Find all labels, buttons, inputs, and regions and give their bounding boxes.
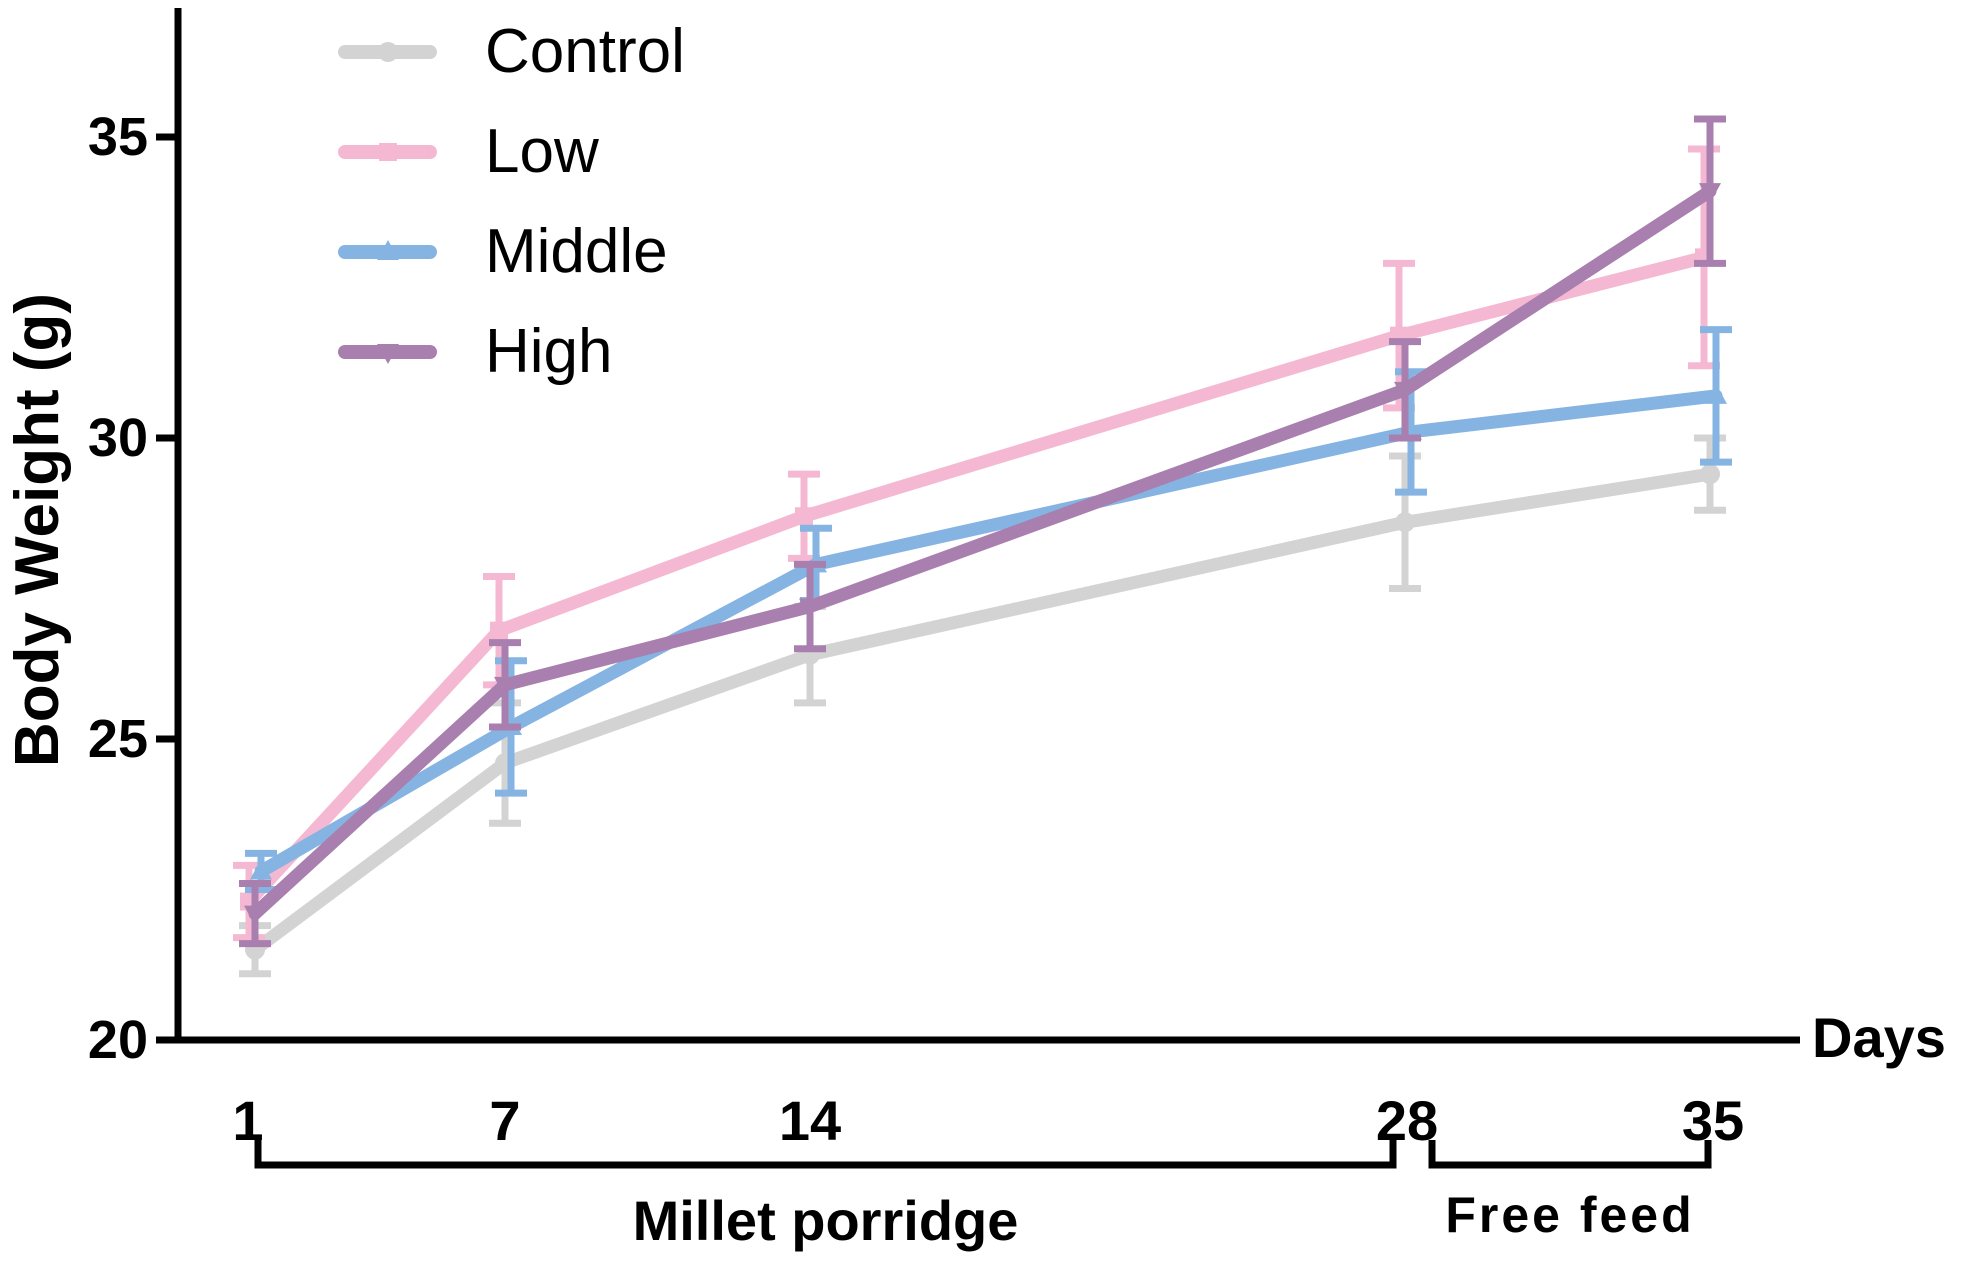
legend-label: Middle [485,217,668,286]
y-tick-label: 30 [88,408,148,468]
legend-label: High [485,317,613,386]
data-point [490,621,508,640]
series-control [239,434,1726,978]
legend-label: Control [485,17,685,86]
legend-marker [377,240,399,260]
period-bracket [254,1140,1397,1169]
series-line [254,389,1723,878]
y-tick-label: 35 [88,107,148,167]
series-line [248,184,1717,921]
data-point [250,859,272,880]
data-point [1700,464,1720,485]
legend: Control Low Middle High [338,17,685,386]
x-tick-label: 28 [1376,1089,1438,1152]
legend-item-low: Low [338,117,599,186]
data-point [494,676,516,697]
period-free-feed: Free feed [1428,1140,1712,1243]
legend-label: Low [485,117,599,186]
legend-item-middle: Middle [338,217,668,286]
legend-marker [379,143,397,161]
data-point [1394,381,1416,402]
x-axis-label: Days [1812,1006,1946,1069]
series-high [239,115,1726,948]
data-point [1699,183,1721,204]
legend-marker [377,344,399,364]
series-layer [233,115,1732,978]
legend-item-high: High [338,317,613,386]
legend-item-control: Control [338,17,685,86]
data-point [795,507,813,526]
y-axis-label: Body Weight (g) [3,293,72,767]
data-point [244,905,266,926]
x-ticks: 1 7 14 28 35 [232,1089,1744,1152]
x-tick-label: 14 [779,1089,841,1152]
period-brackets: Millet porridge Free feed [254,1140,1712,1252]
period-label: Millet porridge [633,1189,1019,1252]
period-bracket [1428,1140,1712,1169]
data-point [1705,383,1727,404]
data-point [799,598,821,619]
y-ticks: 20 25 30 35 [88,107,178,1070]
legend-marker [378,42,398,62]
period-label: Free feed [1445,1187,1694,1243]
x-tick-label: 35 [1682,1089,1744,1152]
data-point [1395,512,1415,533]
period-millet-porridge: Millet porridge [254,1140,1397,1252]
y-tick-label: 25 [88,709,148,769]
x-tick-label: 7 [489,1089,520,1152]
y-tick-label: 20 [88,1010,148,1070]
series-line [242,250,1711,909]
